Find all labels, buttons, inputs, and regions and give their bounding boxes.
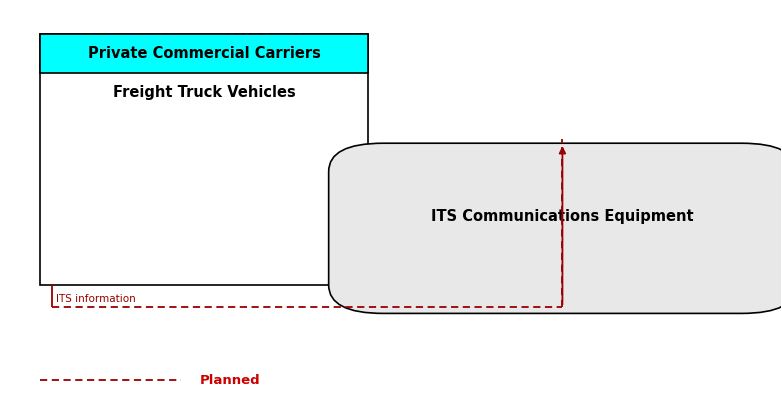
Text: ITS Communications Equipment: ITS Communications Equipment [431,208,694,224]
Text: Planned: Planned [200,374,260,387]
Text: Freight Truck Vehicles: Freight Truck Vehicles [113,85,296,100]
Text: ITS information: ITS information [56,294,136,304]
FancyBboxPatch shape [41,34,368,73]
FancyBboxPatch shape [41,34,368,285]
Text: Private Commercial Carriers: Private Commercial Carriers [88,46,321,61]
FancyBboxPatch shape [328,143,782,313]
